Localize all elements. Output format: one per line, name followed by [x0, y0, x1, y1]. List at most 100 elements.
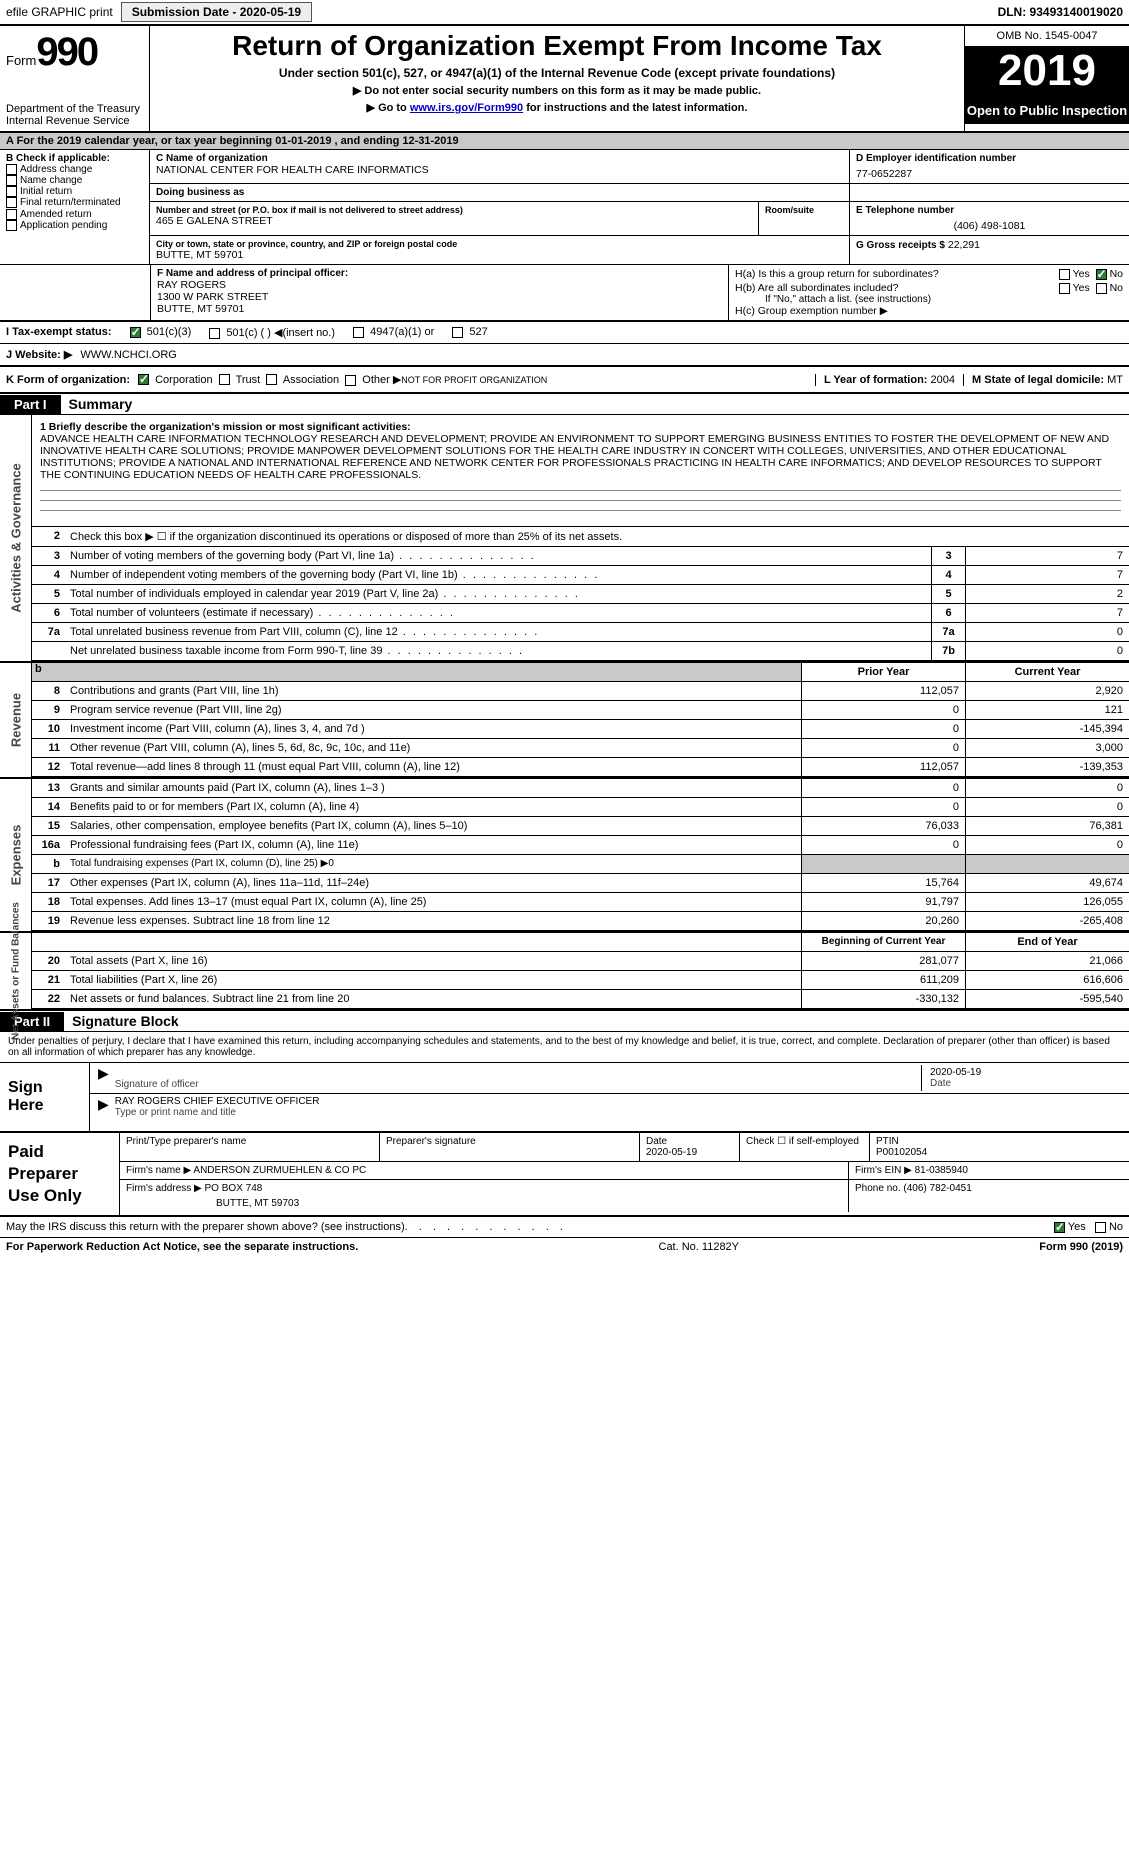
part-1-title: Summary: [61, 394, 141, 414]
form-990-number: 990: [36, 30, 97, 74]
h-b-yes-cb[interactable]: [1059, 283, 1070, 294]
part-1-tag: Part I: [0, 395, 61, 414]
firm-name-label: Firm's name ▶: [126, 1165, 191, 1176]
cb-other[interactable]: Other ▶: [345, 373, 401, 386]
rev-hdr-spacer: b: [32, 663, 801, 681]
note-post: for instructions and the latest informat…: [523, 102, 747, 114]
h-a-yes-cb[interactable]: [1059, 269, 1070, 280]
officer-street: 1300 W PARK STREET: [157, 291, 722, 303]
arrow-icon: ▶: [98, 1065, 109, 1091]
line-desc: Investment income (Part VIII, column (A)…: [66, 720, 801, 738]
h-a-label: H(a) Is this a group return for subordin…: [735, 268, 1059, 280]
line-num: 8: [32, 682, 66, 700]
hdr-current-year: Current Year: [965, 663, 1129, 681]
col-c-main: C Name of organization NATIONAL CENTER F…: [150, 150, 1129, 264]
side-label-governance: Activities & Governance: [8, 463, 23, 613]
prior-value: 76,033: [801, 817, 965, 835]
line-desc: Other expenses (Part IX, column (A), lin…: [66, 874, 801, 892]
prior-value: 112,057: [801, 682, 965, 700]
prior-value: 0: [801, 720, 965, 738]
exp-line-19: 19 Revenue less expenses. Subtract line …: [32, 912, 1129, 931]
cb-association[interactable]: Association: [266, 374, 339, 386]
note-pre: ▶ Go to: [367, 102, 410, 114]
cb-amended-return[interactable]: Amended return: [6, 209, 143, 220]
d-spacer: [849, 184, 1129, 201]
exp-line-16a: 16a Professional fundraising fees (Part …: [32, 836, 1129, 855]
cb-527[interactable]: 527: [452, 326, 487, 339]
i-label: I Tax-exempt status:: [6, 326, 112, 339]
discuss-row: May the IRS discuss this return with the…: [0, 1217, 1129, 1238]
discuss-no-cb[interactable]: [1095, 1222, 1106, 1233]
g-receipts-cell: G Gross receipts $ 22,291: [849, 236, 1129, 264]
line-box-num: 6: [931, 604, 965, 622]
discuss-yes-cb[interactable]: [1054, 1222, 1065, 1233]
h-b-no-cb[interactable]: [1096, 283, 1107, 294]
cb-trust[interactable]: Trust: [219, 374, 261, 386]
efile-label: efile GRAPHIC print: [6, 5, 113, 19]
cb-address-change[interactable]: Address change: [6, 164, 143, 175]
ptin-value: P00102054: [876, 1147, 1123, 1158]
cb-name-change[interactable]: Name change: [6, 175, 143, 186]
line-value: 0: [965, 623, 1129, 641]
paid-preparer-label: Paid Preparer Use Only: [0, 1133, 120, 1215]
rev-line-10: 10 Investment income (Part VIII, column …: [32, 720, 1129, 739]
side-tab-revenue: Revenue: [0, 663, 32, 777]
l-label: L Year of formation:: [824, 374, 928, 386]
cb-501c[interactable]: 501(c) ( ) ◀(insert no.): [209, 326, 335, 339]
row-klm: K Form of organization: Corporation Trus…: [0, 367, 1129, 394]
net-line-21: 21 Total liabilities (Part X, line 26) 6…: [32, 971, 1129, 990]
line-desc: Revenue less expenses. Subtract line 18 …: [66, 912, 801, 930]
cb-501c3[interactable]: 501(c)(3): [130, 326, 192, 339]
side-label-expenses: Expenses: [8, 825, 23, 886]
cb-application-pending[interactable]: Application pending: [6, 220, 143, 231]
h-a-no-cb[interactable]: [1096, 269, 1107, 280]
prior-value: 0: [801, 779, 965, 797]
e-label: E Telephone number: [856, 205, 1123, 216]
line-num: 15: [32, 817, 66, 835]
l-value: 2004: [931, 374, 955, 386]
tax-year: 2019: [965, 47, 1129, 97]
street-label: Number and street (or P.O. box if mail i…: [156, 205, 752, 215]
submission-date-button[interactable]: Submission Date - 2020-05-19: [121, 2, 312, 22]
cb-4947[interactable]: 4947(a)(1) or: [353, 326, 434, 339]
exp-line-13: 13 Grants and similar amounts paid (Part…: [32, 779, 1129, 798]
line-desc: Number of voting members of the governin…: [66, 547, 931, 565]
line-num: 22: [32, 990, 66, 1008]
arrow-icon: ▶: [98, 1096, 109, 1118]
line-desc: Total liabilities (Part X, line 26): [66, 971, 801, 989]
begin-value: -330,132: [801, 990, 965, 1008]
cb-final-return[interactable]: Final return/terminated: [6, 197, 143, 208]
note-link: ▶ Go to www.irs.gov/Form990 for instruct…: [154, 101, 960, 114]
d-ein-cell: D Employer identification number 77-0652…: [849, 150, 1129, 183]
k-other-text: NOT FOR PROFIT ORGANIZATION: [401, 375, 547, 385]
form-number: Form990: [6, 30, 143, 75]
l-cell: L Year of formation: 2004: [815, 374, 955, 386]
prep-row-2: Firm's name ▶ ANDERSON ZURMUEHLEN & CO P…: [120, 1162, 1129, 1180]
gross-receipts-value: 22,291: [948, 239, 980, 251]
sign-here-grid: Sign Here ▶ Signature of officer 2020-05…: [0, 1062, 1129, 1131]
cb-corporation[interactable]: Corporation: [138, 374, 213, 386]
section-expenses: Expenses 13 Grants and similar amounts p…: [0, 777, 1129, 931]
e-phone-cell: E Telephone number (406) 498-1081: [849, 202, 1129, 235]
j-label: J Website: ▶: [6, 348, 72, 361]
irs-link[interactable]: www.irs.gov/Form990: [410, 102, 523, 114]
paid-preparer-block: Paid Preparer Use Only Print/Type prepar…: [0, 1133, 1129, 1217]
end-value: 21,066: [965, 952, 1129, 970]
line-box-num: 5: [931, 585, 965, 603]
phone-value: (406) 498-1081: [856, 220, 1123, 232]
prior-value: 0: [801, 798, 965, 816]
form-subtitle: Under section 501(c), 527, or 4947(a)(1)…: [154, 66, 960, 80]
exp-line-15: 15 Salaries, other compensation, employe…: [32, 817, 1129, 836]
cb-initial-return[interactable]: Initial return: [6, 186, 143, 197]
room-label: Room/suite: [765, 205, 843, 215]
current-value: 121: [965, 701, 1129, 719]
rev-line-11: 11 Other revenue (Part VIII, column (A),…: [32, 739, 1129, 758]
line-num: [32, 642, 66, 660]
hdr-end-year: End of Year: [965, 933, 1129, 951]
check-self-employed[interactable]: Check ☐ if self-employed: [740, 1133, 870, 1161]
current-value: 49,674: [965, 874, 1129, 892]
line-num: 16a: [32, 836, 66, 854]
form-title: Return of Organization Exempt From Incom…: [154, 30, 960, 62]
hdr-begin-year: Beginning of Current Year: [801, 933, 965, 951]
gov-line-5: 5 Total number of individuals employed i…: [32, 585, 1129, 604]
